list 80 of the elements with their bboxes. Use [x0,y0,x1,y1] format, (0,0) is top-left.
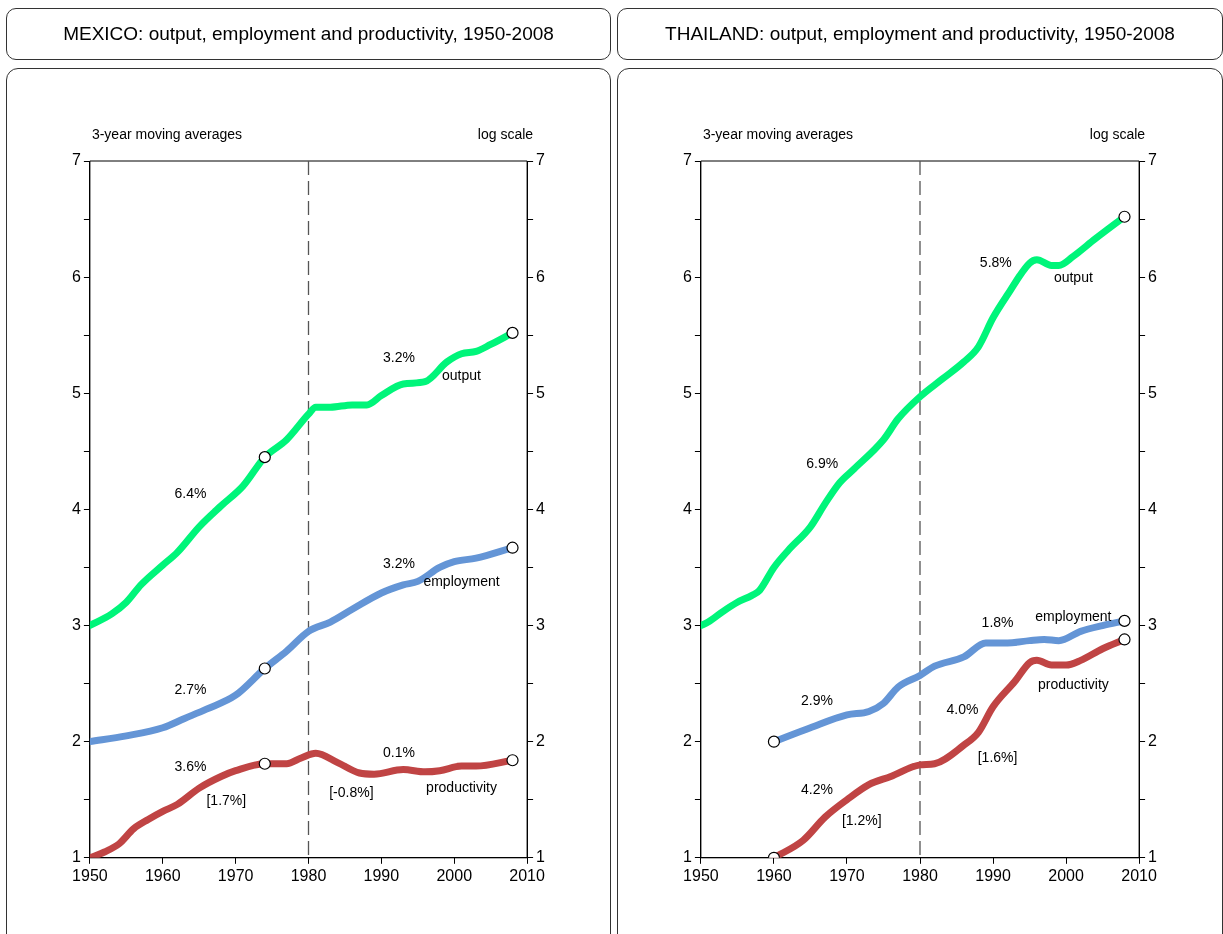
x-tick-label: 1950 [72,866,108,884]
x-tick-label: 2010 [1121,866,1157,884]
x-tick-label: 2010 [509,866,545,884]
y-tick-label: 2 [71,732,81,750]
annotation: 0.1% [383,744,415,761]
y-tick-label: 7 [71,151,81,169]
chart-title: THAILAND: output, employment and productivity, 1950-2008 [617,8,1223,60]
y-tick-label: 3 [682,615,692,633]
y2-tick-label: 2 [536,732,546,750]
point [1118,210,1131,223]
x-tick-label: 2000 [1048,866,1084,884]
x-tick-label: 1970 [217,866,254,884]
y-tick-label: 4 [682,499,692,517]
y-tick-label: 2 [682,732,692,750]
y-tick-label: 3 [71,615,81,633]
point [506,326,519,339]
y-tick-label: 5 [682,383,692,401]
annotation: [1.6%] [977,749,1018,766]
y2-tick-label: 4 [536,499,546,517]
y-tick-label: 6 [682,267,692,285]
annotation: 4.2% [801,781,833,798]
y2-tick-label: 1 [536,848,546,866]
x-tick-label: 1970 [829,866,865,884]
x-tick-label: 1980 [290,866,327,884]
y2-tick-label: 7 [1148,151,1158,169]
series-label: productivity [426,778,497,795]
y-tick-label: 7 [682,151,692,169]
point [506,541,519,554]
y2-tick-label: 1 [1148,848,1158,866]
annotation: [1.2%] [841,811,882,828]
text: 3-year moving averages [702,125,854,142]
text: log scale [477,125,534,142]
y2-tick-label: 4 [1148,499,1158,517]
annotation: 3.6% [174,758,207,775]
y-tick-label: 4 [71,499,81,517]
point [1118,614,1131,627]
series-label: output [442,366,482,383]
chart-title: MEXICO: output, employment and productivity, 1950-2008 [6,8,611,60]
annotation: 6.4% [174,484,207,501]
annotation: 5.8% [979,254,1012,271]
x-tick-label: 2000 [436,866,473,884]
y-tick-label: 6 [71,267,81,285]
annotation: [-0.8%] [329,783,374,800]
y2-tick-label: 5 [1148,383,1158,401]
y2-tick-label: 3 [1148,615,1158,633]
series-label: employment [423,573,500,590]
text: 3-year moving averages [91,125,243,142]
series-label: output [1053,269,1093,286]
y2-tick-label: 3 [536,615,546,633]
series-label: productivity [1037,675,1109,692]
annotation: 3.2% [383,349,415,366]
series-label: employment [1035,608,1112,625]
x-tick-label: 1950 [683,866,719,884]
annotation: 1.8% [981,613,1014,630]
y2-tick-label: 6 [1148,267,1158,285]
y2-tick-label: 5 [536,383,546,401]
annotation: 2.9% [801,691,833,708]
point [1118,633,1131,646]
annotation: 4.0% [946,700,979,717]
annotation: 2.7% [174,681,207,698]
y-tick-label: 5 [71,383,81,401]
point [258,662,271,675]
x-tick-label: 1990 [363,866,400,884]
annotation: 6.9% [806,454,839,471]
point [767,735,781,748]
x-tick-label: 1960 [144,866,181,884]
y2-tick-label: 6 [536,267,546,285]
point [258,451,271,464]
y-tick-label: 1 [71,848,81,866]
text: log scale [1089,125,1146,142]
point [506,754,519,767]
annotation: [1.7%] [206,791,247,808]
y2-tick-label: 7 [536,151,546,169]
annotation: 3.2% [383,554,415,571]
y2-tick-label: 2 [1148,732,1158,750]
x-tick-label: 1990 [975,866,1011,884]
x-tick-label: 1960 [756,866,792,884]
point [258,757,271,770]
x-tick-label: 1980 [902,866,938,884]
y-tick-label: 1 [682,848,692,866]
